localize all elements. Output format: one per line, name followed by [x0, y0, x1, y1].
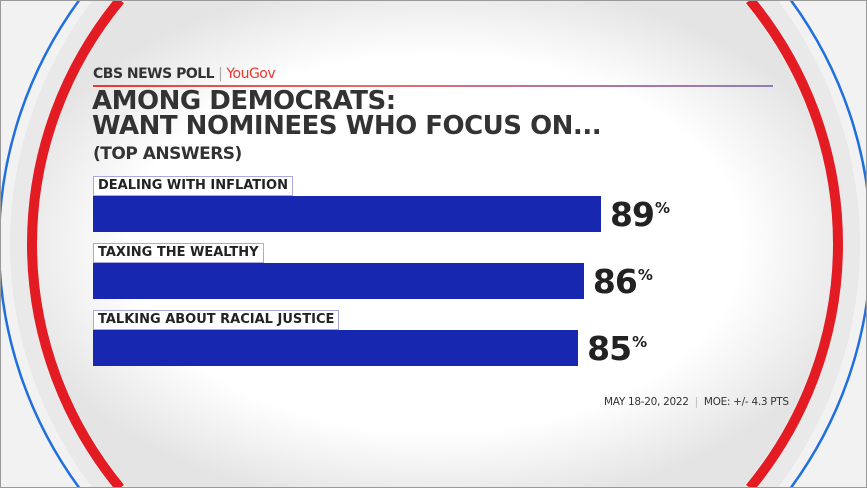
chart-subtitle: (TOP ANSWERS)	[93, 144, 242, 164]
yougov-logo: YouGov	[226, 66, 276, 82]
data-label: 86%	[592, 262, 653, 301]
data-label-value: 86	[592, 262, 638, 301]
bar	[93, 263, 584, 299]
data-label: 85%	[587, 329, 647, 368]
title-line-2: WANT NOMINEES WHO FOCUS ON...	[92, 111, 602, 141]
header-rule	[93, 85, 773, 87]
poll-date: MAY 18-20, 2022	[604, 396, 689, 408]
category-label: DEALING WITH INFLATION	[93, 176, 293, 196]
bar	[93, 330, 579, 366]
data-label-unit: %	[632, 333, 647, 351]
inner-disc	[37, 0, 833, 488]
margin-of-error: MOE: +/- 4.3 PTS	[703, 396, 789, 408]
chart-title: AMONG DEMOCRATS: WANT NOMINEES WHO FOCUS…	[92, 86, 602, 141]
data-label: 89%	[610, 195, 670, 234]
footer-separator: |	[694, 396, 699, 408]
red-ring	[27, 0, 843, 488]
brand-separator: |	[218, 66, 223, 82]
data-label-value: 85	[587, 329, 632, 368]
brand-header: CBS NEWS POLL | YouGov	[93, 66, 276, 82]
data-label-unit: %	[654, 199, 670, 217]
category-label: TAXING THE WEALTHY	[93, 243, 264, 263]
data-label-value: 89	[610, 195, 655, 234]
cbs-news-poll-logo: CBS NEWS POLL	[93, 66, 215, 82]
title-line-1: AMONG DEMOCRATS:	[92, 86, 396, 116]
bar	[93, 196, 601, 232]
footer: MAY 18-20, 2022 | MOE: +/- 4.3 PTS	[604, 396, 789, 408]
category-label: TALKING ABOUT RACIAL JUSTICE	[93, 310, 340, 330]
data-label-unit: %	[637, 266, 653, 284]
